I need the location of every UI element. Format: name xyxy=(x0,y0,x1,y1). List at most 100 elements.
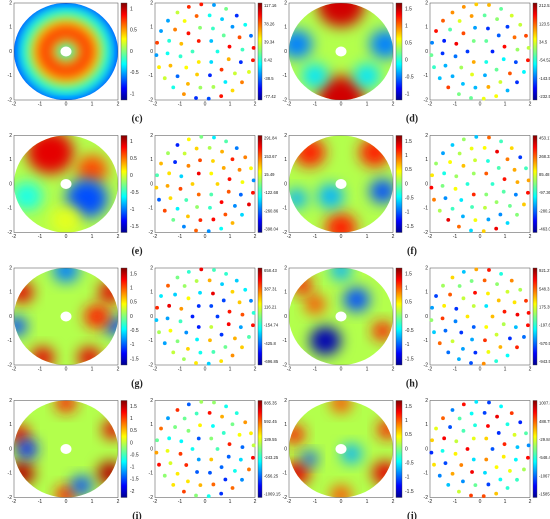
scatter-dot xyxy=(219,67,224,72)
axes-box xyxy=(13,2,119,101)
scatter-dot xyxy=(233,71,237,76)
scatter-dot xyxy=(457,92,461,97)
scatter-dot xyxy=(198,25,202,30)
scatter-dot xyxy=(219,226,224,231)
colorbar-label: 1.5 xyxy=(405,6,412,12)
colorbar-label: 153.67 xyxy=(264,154,277,159)
y-tick-label: 0 xyxy=(150,446,153,452)
scatter-dot xyxy=(494,200,499,205)
scatter-dot xyxy=(446,217,451,222)
scatter-dot xyxy=(524,298,528,303)
y-tick-label: 2 xyxy=(150,0,153,6)
scatter-dot xyxy=(182,357,186,362)
colorbar-label: -0.5 xyxy=(405,328,414,334)
scatter-dot xyxy=(440,316,445,321)
scatter-dot xyxy=(459,198,464,202)
scatter-dot xyxy=(157,65,161,70)
colorbar-label: 453.17 xyxy=(539,136,550,141)
scatter-dot xyxy=(230,221,235,225)
x-tick-label: -2 xyxy=(287,101,292,107)
hole xyxy=(60,444,72,454)
scatter-dot xyxy=(227,44,232,49)
field-blob xyxy=(50,205,82,233)
scatter-dot xyxy=(483,338,487,343)
field-blob xyxy=(330,268,352,281)
field-blob xyxy=(102,420,118,440)
scatter-dot xyxy=(501,322,506,327)
scatter-dot xyxy=(526,323,530,328)
scatter-dot xyxy=(221,33,226,38)
scatter-dot xyxy=(211,217,216,222)
scatter-dot xyxy=(154,53,159,58)
y-tick-label: -1 xyxy=(283,73,288,79)
y-tick-label: 1 xyxy=(284,290,287,296)
colorbar-label: -398.04 xyxy=(264,227,279,232)
scatter-dot xyxy=(167,436,172,441)
scatter-dot xyxy=(526,58,530,63)
scatter-dot xyxy=(505,24,510,29)
scatter-dot xyxy=(221,166,226,170)
y-tick-label: -2 xyxy=(424,495,429,501)
scatter-dot xyxy=(249,166,253,171)
hole xyxy=(60,46,72,57)
scatter-dot xyxy=(509,13,514,18)
scatter-dot xyxy=(526,443,531,448)
scatter-dot xyxy=(522,202,526,207)
y-tick-label: 0 xyxy=(9,446,12,452)
scatter-dot xyxy=(495,149,499,154)
scatter-dot xyxy=(474,2,479,7)
field-blob xyxy=(291,275,313,295)
scatter-dot xyxy=(518,420,523,425)
scatter-dot xyxy=(207,13,212,18)
colorbar-label: -1.5 xyxy=(130,356,139,362)
scatter-dot xyxy=(446,350,451,355)
scatter-dot xyxy=(224,139,228,144)
axes-box xyxy=(288,400,394,498)
scatter-dot xyxy=(454,174,459,179)
scatter-dot xyxy=(498,345,503,349)
field-blob xyxy=(77,346,102,365)
scatter-dot xyxy=(471,192,476,197)
scatter-dot xyxy=(168,196,173,201)
y-tick-label: 1 xyxy=(150,422,153,428)
scatter-dot xyxy=(450,408,455,412)
scatter-dot xyxy=(179,174,184,179)
x-tick-label: 0 xyxy=(204,366,207,372)
scatter-dot xyxy=(154,318,159,323)
colorbar-label: -97.36 xyxy=(539,190,550,195)
scatter-dot xyxy=(471,436,476,441)
x-tick-label: -2 xyxy=(153,499,158,505)
y-tick-label: -1 xyxy=(8,471,13,477)
scatter-dot xyxy=(240,212,244,217)
scatter-dot xyxy=(499,404,503,409)
scatter-dot xyxy=(482,411,487,415)
y-tick-label: -1 xyxy=(424,206,429,212)
scatter-dot xyxy=(211,26,215,31)
scatter-dot xyxy=(221,298,226,303)
scatter-dot xyxy=(166,151,170,156)
scatter-dot xyxy=(481,494,486,499)
field-blob xyxy=(325,213,357,233)
colorbar-label: 39.34 xyxy=(264,40,275,45)
scatter-dot xyxy=(251,310,256,315)
x-tick-label: 1 xyxy=(504,234,507,240)
colorbar-label: -1.5 xyxy=(130,477,139,483)
x-tick-label: 1 xyxy=(504,499,507,505)
scatter-dot xyxy=(199,2,204,7)
axes-box xyxy=(288,267,394,366)
scatter-dot xyxy=(194,279,199,283)
x-tick-label: 2 xyxy=(117,101,120,107)
colorbar-label: 387.31 xyxy=(264,286,277,291)
scatter-dot xyxy=(484,436,489,441)
y-tick-label: 1 xyxy=(9,290,12,296)
scatter-dot xyxy=(505,88,510,93)
scatter-dot xyxy=(461,81,465,86)
x-tick-label: -2 xyxy=(428,234,433,240)
field-blob xyxy=(27,135,74,175)
x-tick-label: -1 xyxy=(38,101,43,107)
colorbar-label: 0.5 xyxy=(405,432,412,438)
scatter-dot xyxy=(487,400,491,405)
scatter-dot xyxy=(211,159,215,163)
scatter-dot xyxy=(186,346,190,351)
scatter-dot xyxy=(486,26,490,31)
